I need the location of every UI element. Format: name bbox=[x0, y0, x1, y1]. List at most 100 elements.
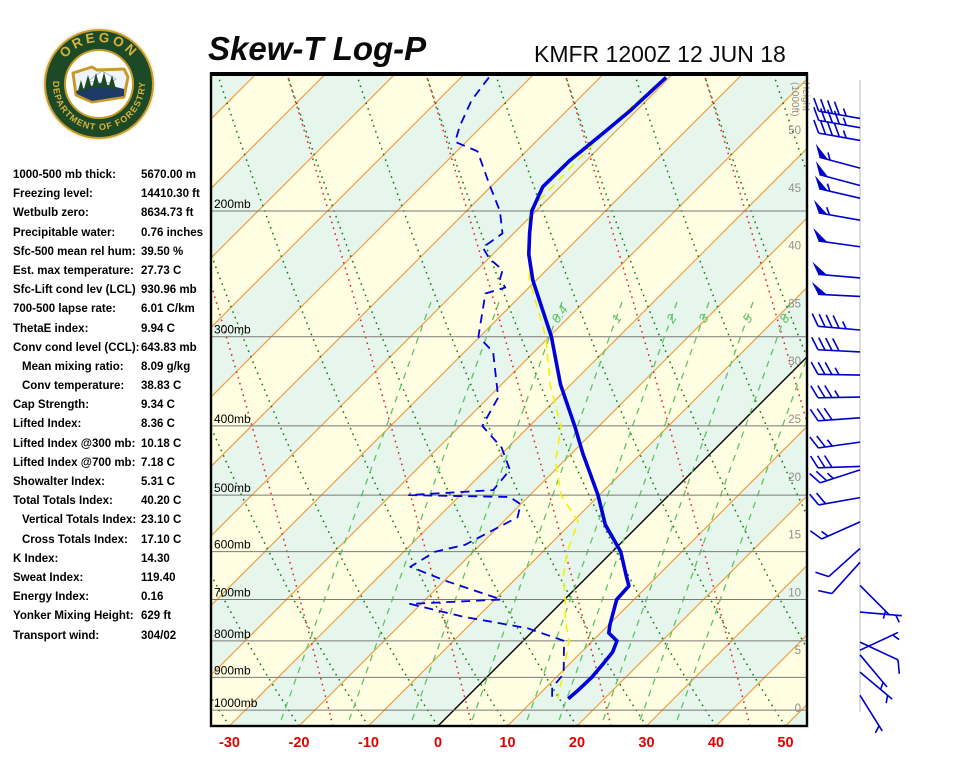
stat-value: 930.96 mb bbox=[141, 284, 197, 297]
height-axis-title: Height bbox=[800, 82, 811, 111]
page-title: Skew-T Log-P bbox=[208, 30, 427, 67]
wind-barbs bbox=[809, 97, 902, 734]
stat-row: Precipitable water: 0.76 inches bbox=[13, 224, 213, 243]
height-axis-label: 25 bbox=[788, 414, 801, 426]
temp-axis-label: -10 bbox=[358, 735, 379, 751]
wind-barb bbox=[810, 361, 861, 376]
stat-row: Sfc-Lift cond lev (LCL) 930.96 mb bbox=[13, 281, 213, 300]
stat-row: Freezing level: 14410.30 ft bbox=[13, 185, 213, 204]
pressure-axis-labels: 200mb 300mb 400mb 500mb 600mb 700mb 800mb 900mb… bbox=[214, 197, 258, 710]
stat-value: 14.30 bbox=[141, 552, 170, 565]
wind-barb bbox=[813, 227, 861, 248]
stat-label: Est. max temperature: bbox=[13, 264, 134, 277]
stat-value: 10.18 C bbox=[141, 437, 182, 450]
stat-row: Showalter Index: 5.31 C bbox=[13, 473, 213, 492]
height-axis-label: 50 bbox=[788, 125, 801, 137]
wind-barb bbox=[859, 654, 888, 691]
wind-barb bbox=[818, 561, 861, 595]
wind-barb bbox=[809, 492, 861, 506]
stat-value: 6.01 C/km bbox=[141, 303, 195, 316]
stat-value: 8.36 C bbox=[141, 418, 175, 431]
wetbulb-trace bbox=[528, 76, 666, 699]
wind-barb bbox=[809, 469, 861, 484]
stat-label: K Index: bbox=[13, 552, 59, 565]
pressure-lines bbox=[212, 210, 806, 711]
stat-value: 304/02 bbox=[141, 629, 177, 642]
wind-barb bbox=[813, 119, 861, 142]
pressure-axis-label: 700mb bbox=[214, 585, 251, 599]
wind-barb bbox=[813, 106, 861, 129]
stat-label: Showalter Index: bbox=[13, 476, 106, 488]
stat-row: Cap Strength: 9.34 C bbox=[13, 396, 213, 415]
stat-value: 23.10 C bbox=[141, 514, 182, 527]
pressure-axis-label: 900mb bbox=[214, 663, 251, 677]
stat-row: Lifted Index: 8.36 C bbox=[13, 415, 213, 434]
stat-label: Lifted Index @700 mb: bbox=[13, 456, 136, 469]
height-axis-label: 0 bbox=[795, 703, 801, 715]
stat-value: 643.83 mb bbox=[141, 341, 197, 354]
logo-state-scene bbox=[71, 65, 130, 104]
height-axis-label: 35 bbox=[788, 298, 801, 310]
stat-row: Energy Index: 0.16 bbox=[13, 588, 213, 607]
stat-row: Cross Totals Index: 17.10 C bbox=[13, 531, 213, 550]
wind-barb bbox=[815, 547, 861, 578]
stat-value: 9.94 C bbox=[141, 322, 175, 335]
stat-label: Freezing level: bbox=[13, 188, 93, 201]
wind-barb bbox=[859, 641, 901, 674]
pressure-axis-label: 600mb bbox=[214, 538, 251, 552]
stat-label: Cap Strength: bbox=[13, 399, 90, 412]
stat-value: 8634.73 ft bbox=[141, 207, 194, 220]
stat-value: 14410.30 ft bbox=[141, 188, 200, 201]
stat-row: Est. max temperature: 27.73 C bbox=[13, 262, 213, 281]
stat-label: Vertical Totals Index: bbox=[22, 514, 137, 527]
stat-value: 119.40 bbox=[141, 571, 176, 584]
wind-barb bbox=[809, 407, 861, 422]
stat-row: Lifted Index @700 mb: 7.18 C bbox=[13, 454, 213, 473]
stat-label: Energy Index: bbox=[13, 591, 90, 604]
temperature-trace bbox=[527, 76, 668, 701]
stat-value: 40.20 C bbox=[141, 495, 182, 508]
stat-value: 629 ft bbox=[141, 610, 172, 623]
stat-row: ThetaE index: 9.94 C bbox=[13, 320, 213, 339]
wind-barb bbox=[810, 336, 861, 353]
dewpoint-trace bbox=[408, 76, 565, 699]
background-bands bbox=[212, 75, 806, 725]
isotherm-lines bbox=[212, 75, 806, 725]
stat-label: Sweat Index: bbox=[13, 571, 84, 584]
wind-barb bbox=[809, 521, 861, 540]
height-axis-label: 45 bbox=[788, 183, 801, 195]
wind-barb bbox=[809, 435, 861, 449]
wind-barb bbox=[859, 694, 883, 734]
wind-barb bbox=[859, 631, 900, 651]
temp-axis-labels: -30 -20 -10 0 10 20 30 40 50 bbox=[219, 735, 794, 751]
stat-row: Wetbulb zero: 8634.73 ft bbox=[13, 204, 213, 223]
stat-label: 700-500 lapse rate: bbox=[13, 303, 116, 316]
stat-row: Lifted Index @300 mb: 10.18 C bbox=[13, 435, 213, 454]
plot-area: 0.4 1 2 3 5 8 bbox=[212, 75, 806, 725]
stat-row: Yonker Mixing Height: 629 ft bbox=[13, 607, 213, 626]
wind-barb bbox=[811, 313, 861, 331]
wind-barb bbox=[810, 385, 861, 399]
stat-label: Sfc-Lift cond lev (LCL) bbox=[13, 284, 136, 297]
height-axis-label: 10 bbox=[788, 587, 801, 599]
height-axis-label: 40 bbox=[788, 241, 801, 253]
stat-row: Transport wind: 304/02 bbox=[13, 627, 213, 646]
stat-row: Conv temperature: 38.83 C bbox=[13, 377, 213, 396]
temp-axis-label: -20 bbox=[289, 735, 310, 751]
station-datetime: KMFR 1200Z 12 JUN 18 bbox=[534, 41, 786, 67]
stat-label: Sfc-500 mean rel hum: bbox=[13, 245, 136, 258]
pressure-axis-label: 1000mb bbox=[214, 696, 258, 710]
stat-label: Lifted Index @300 mb: bbox=[13, 437, 136, 450]
pressure-axis-label: 300mb bbox=[214, 323, 251, 337]
stat-value: 0.76 inches bbox=[141, 226, 204, 239]
pressure-axis-label: 800mb bbox=[214, 627, 251, 641]
wind-barb bbox=[809, 455, 861, 469]
stat-value: 27.73 C bbox=[141, 264, 182, 277]
stat-row: Sweat Index: 119.40 bbox=[13, 569, 213, 588]
height-axis-label: 30 bbox=[788, 356, 801, 368]
wind-barb bbox=[859, 611, 902, 623]
dry-adiabat-lines bbox=[212, 75, 806, 725]
